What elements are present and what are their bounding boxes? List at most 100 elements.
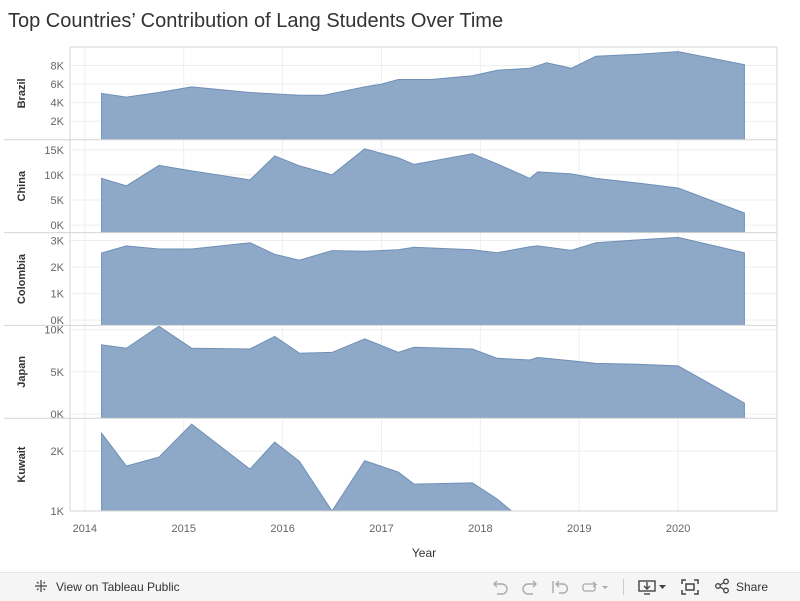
fullscreen-icon[interactable] — [680, 574, 700, 600]
data-point[interactable] — [568, 247, 574, 253]
data-point[interactable] — [247, 466, 253, 472]
data-point[interactable] — [568, 358, 574, 364]
data-point[interactable] — [469, 480, 475, 486]
data-point[interactable] — [189, 345, 195, 351]
data-point[interactable] — [123, 243, 129, 249]
data-point[interactable] — [395, 469, 401, 475]
area-chart-panel[interactable]: 2K 4K 6K 8K Brazil 0K 5K 10K 15K China 0K 1K 2K 3K Col… — [0, 0, 800, 572]
data-point[interactable] — [535, 355, 541, 361]
data-point[interactable] — [296, 257, 302, 263]
data-point[interactable] — [675, 363, 681, 369]
data-point[interactable] — [510, 509, 516, 515]
data-point[interactable] — [247, 346, 253, 352]
data-point[interactable] — [296, 163, 302, 169]
data-point[interactable] — [362, 458, 368, 464]
data-point[interactable] — [247, 240, 253, 246]
redo-icon[interactable] — [521, 574, 539, 600]
area-colombia[interactable] — [101, 236, 745, 326]
data-point[interactable] — [634, 237, 640, 243]
data-point[interactable] — [675, 234, 681, 240]
area-kuwait[interactable] — [101, 423, 514, 512]
data-point[interactable] — [741, 62, 747, 68]
data-point[interactable] — [544, 60, 550, 66]
data-point[interactable] — [362, 248, 368, 254]
data-point[interactable] — [362, 146, 368, 152]
refresh-icon[interactable] — [581, 574, 609, 600]
data-point[interactable] — [296, 350, 302, 356]
data-point[interactable] — [296, 458, 302, 464]
data-point[interactable] — [156, 90, 162, 96]
data-point[interactable] — [634, 361, 640, 367]
data-point[interactable] — [272, 153, 278, 159]
area-brazil[interactable] — [101, 51, 745, 140]
data-point[interactable] — [494, 161, 500, 167]
data-point[interactable] — [189, 246, 195, 252]
data-point[interactable] — [99, 430, 105, 436]
data-point[interactable] — [272, 251, 278, 257]
data-point[interactable] — [123, 183, 129, 189]
data-point[interactable] — [156, 246, 162, 252]
data-point[interactable] — [535, 169, 541, 175]
share-button[interactable]: Share — [714, 578, 768, 597]
data-point[interactable] — [329, 172, 335, 178]
data-point[interactable] — [99, 342, 105, 348]
data-point[interactable] — [494, 496, 500, 502]
data-point[interactable] — [741, 400, 747, 406]
data-point[interactable] — [99, 90, 105, 96]
data-point[interactable] — [593, 175, 599, 181]
data-point[interactable] — [469, 151, 475, 157]
data-point[interactable] — [428, 77, 434, 83]
data-point[interactable] — [395, 247, 401, 253]
data-point[interactable] — [296, 92, 302, 98]
data-point[interactable] — [411, 161, 417, 167]
data-point[interactable] — [329, 248, 335, 254]
data-point[interactable] — [123, 463, 129, 469]
data-point[interactable] — [527, 175, 533, 181]
data-point[interactable] — [321, 92, 327, 98]
data-point[interactable] — [189, 421, 195, 427]
data-point[interactable] — [527, 65, 533, 71]
data-point[interactable] — [156, 454, 162, 460]
data-point[interactable] — [527, 244, 533, 250]
data-point[interactable] — [494, 250, 500, 256]
data-point[interactable] — [411, 481, 417, 487]
undo-icon[interactable] — [491, 574, 509, 600]
data-point[interactable] — [741, 210, 747, 216]
data-point[interactable] — [411, 244, 417, 250]
data-point[interactable] — [527, 357, 533, 363]
view-on-tableau-public-link[interactable]: View on Tableau Public — [34, 579, 180, 596]
data-point[interactable] — [99, 175, 105, 181]
data-point[interactable] — [469, 346, 475, 352]
data-point[interactable] — [329, 349, 335, 355]
data-point[interactable] — [247, 90, 253, 96]
data-point[interactable] — [411, 344, 417, 350]
revert-icon[interactable] — [551, 574, 569, 600]
data-point[interactable] — [189, 168, 195, 174]
data-point[interactable] — [568, 171, 574, 177]
data-point[interactable] — [362, 336, 368, 342]
data-point[interactable] — [362, 84, 368, 90]
data-point[interactable] — [535, 243, 541, 249]
data-point[interactable] — [634, 180, 640, 186]
data-point[interactable] — [494, 67, 500, 73]
data-point[interactable] — [395, 77, 401, 83]
data-point[interactable] — [469, 247, 475, 253]
data-point[interactable] — [593, 53, 599, 59]
download-icon[interactable] — [638, 574, 668, 600]
data-point[interactable] — [123, 345, 129, 351]
data-point[interactable] — [247, 177, 253, 183]
area-china[interactable] — [101, 148, 745, 233]
data-point[interactable] — [272, 439, 278, 445]
area-japan[interactable] — [101, 325, 745, 419]
data-point[interactable] — [494, 355, 500, 361]
data-point[interactable] — [634, 51, 640, 57]
data-point[interactable] — [379, 81, 385, 87]
data-point[interactable] — [675, 185, 681, 191]
data-point[interactable] — [675, 49, 681, 55]
data-point[interactable] — [568, 65, 574, 71]
data-point[interactable] — [395, 155, 401, 161]
data-point[interactable] — [123, 94, 129, 100]
data-point[interactable] — [189, 84, 195, 90]
data-point[interactable] — [469, 73, 475, 79]
data-point[interactable] — [99, 250, 105, 256]
